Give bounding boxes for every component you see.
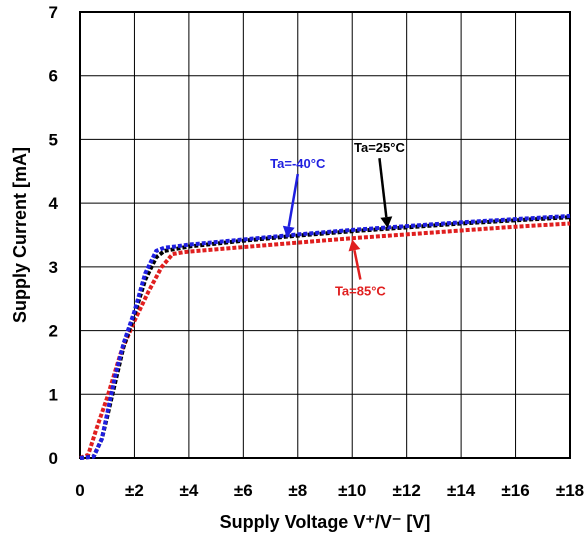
annotation-arrow-shaft <box>287 173 300 227</box>
series-line <box>79 213 571 460</box>
annotation-label: Ta=-40°C <box>270 156 326 171</box>
annotation-label: Ta=85°C <box>335 284 386 299</box>
x-tick-label: ±12 <box>393 481 421 500</box>
y-tick-label: 1 <box>49 385 58 404</box>
annotation-arrow-shaft <box>378 158 388 218</box>
x-axis-label: Supply Voltage V⁺/V⁻ [V] <box>220 512 431 532</box>
annotation-arrow-head <box>348 239 361 252</box>
y-tick-label: 0 <box>49 449 58 468</box>
x-tick-label: 0 <box>75 481 84 500</box>
annotation-arrow-shaft <box>353 249 362 280</box>
annotations: Ta=-40°C Ta=25°C Ta=85°C <box>270 140 405 298</box>
y-axis-label: Supply Current [mA] <box>10 147 30 323</box>
plot-frame <box>79 11 571 459</box>
x-tick-label: ±2 <box>125 481 144 500</box>
series-layer <box>79 213 571 460</box>
x-tick-labels: 0 ±2 ±4 ±6 ±8 ±10 ±12 ±14 ±16 ±18 <box>75 481 584 500</box>
y-tick-label: 4 <box>49 194 59 213</box>
y-tick-label: 6 <box>49 67 58 86</box>
y-tick-label: 7 <box>49 3 58 22</box>
x-tick-label: ±8 <box>288 481 307 500</box>
y-tick-label: 2 <box>49 322 58 341</box>
annotation-arrow-head <box>380 216 393 228</box>
y-tick-labels: 0 1 2 3 4 5 6 7 <box>49 3 59 468</box>
x-tick-label: ±16 <box>501 481 529 500</box>
x-tick-label: ±18 <box>556 481 584 500</box>
y-tick-label: 3 <box>49 258 58 277</box>
series-line <box>79 221 571 460</box>
x-tick-label: ±14 <box>447 481 476 500</box>
annotation-label: Ta=25°C <box>354 140 405 155</box>
y-tick-label: 5 <box>49 130 58 149</box>
annotation-arrow-head <box>282 225 295 238</box>
x-tick-label: ±10 <box>338 481 366 500</box>
x-tick-label: ±6 <box>234 481 253 500</box>
x-tick-label: ±4 <box>179 481 198 500</box>
